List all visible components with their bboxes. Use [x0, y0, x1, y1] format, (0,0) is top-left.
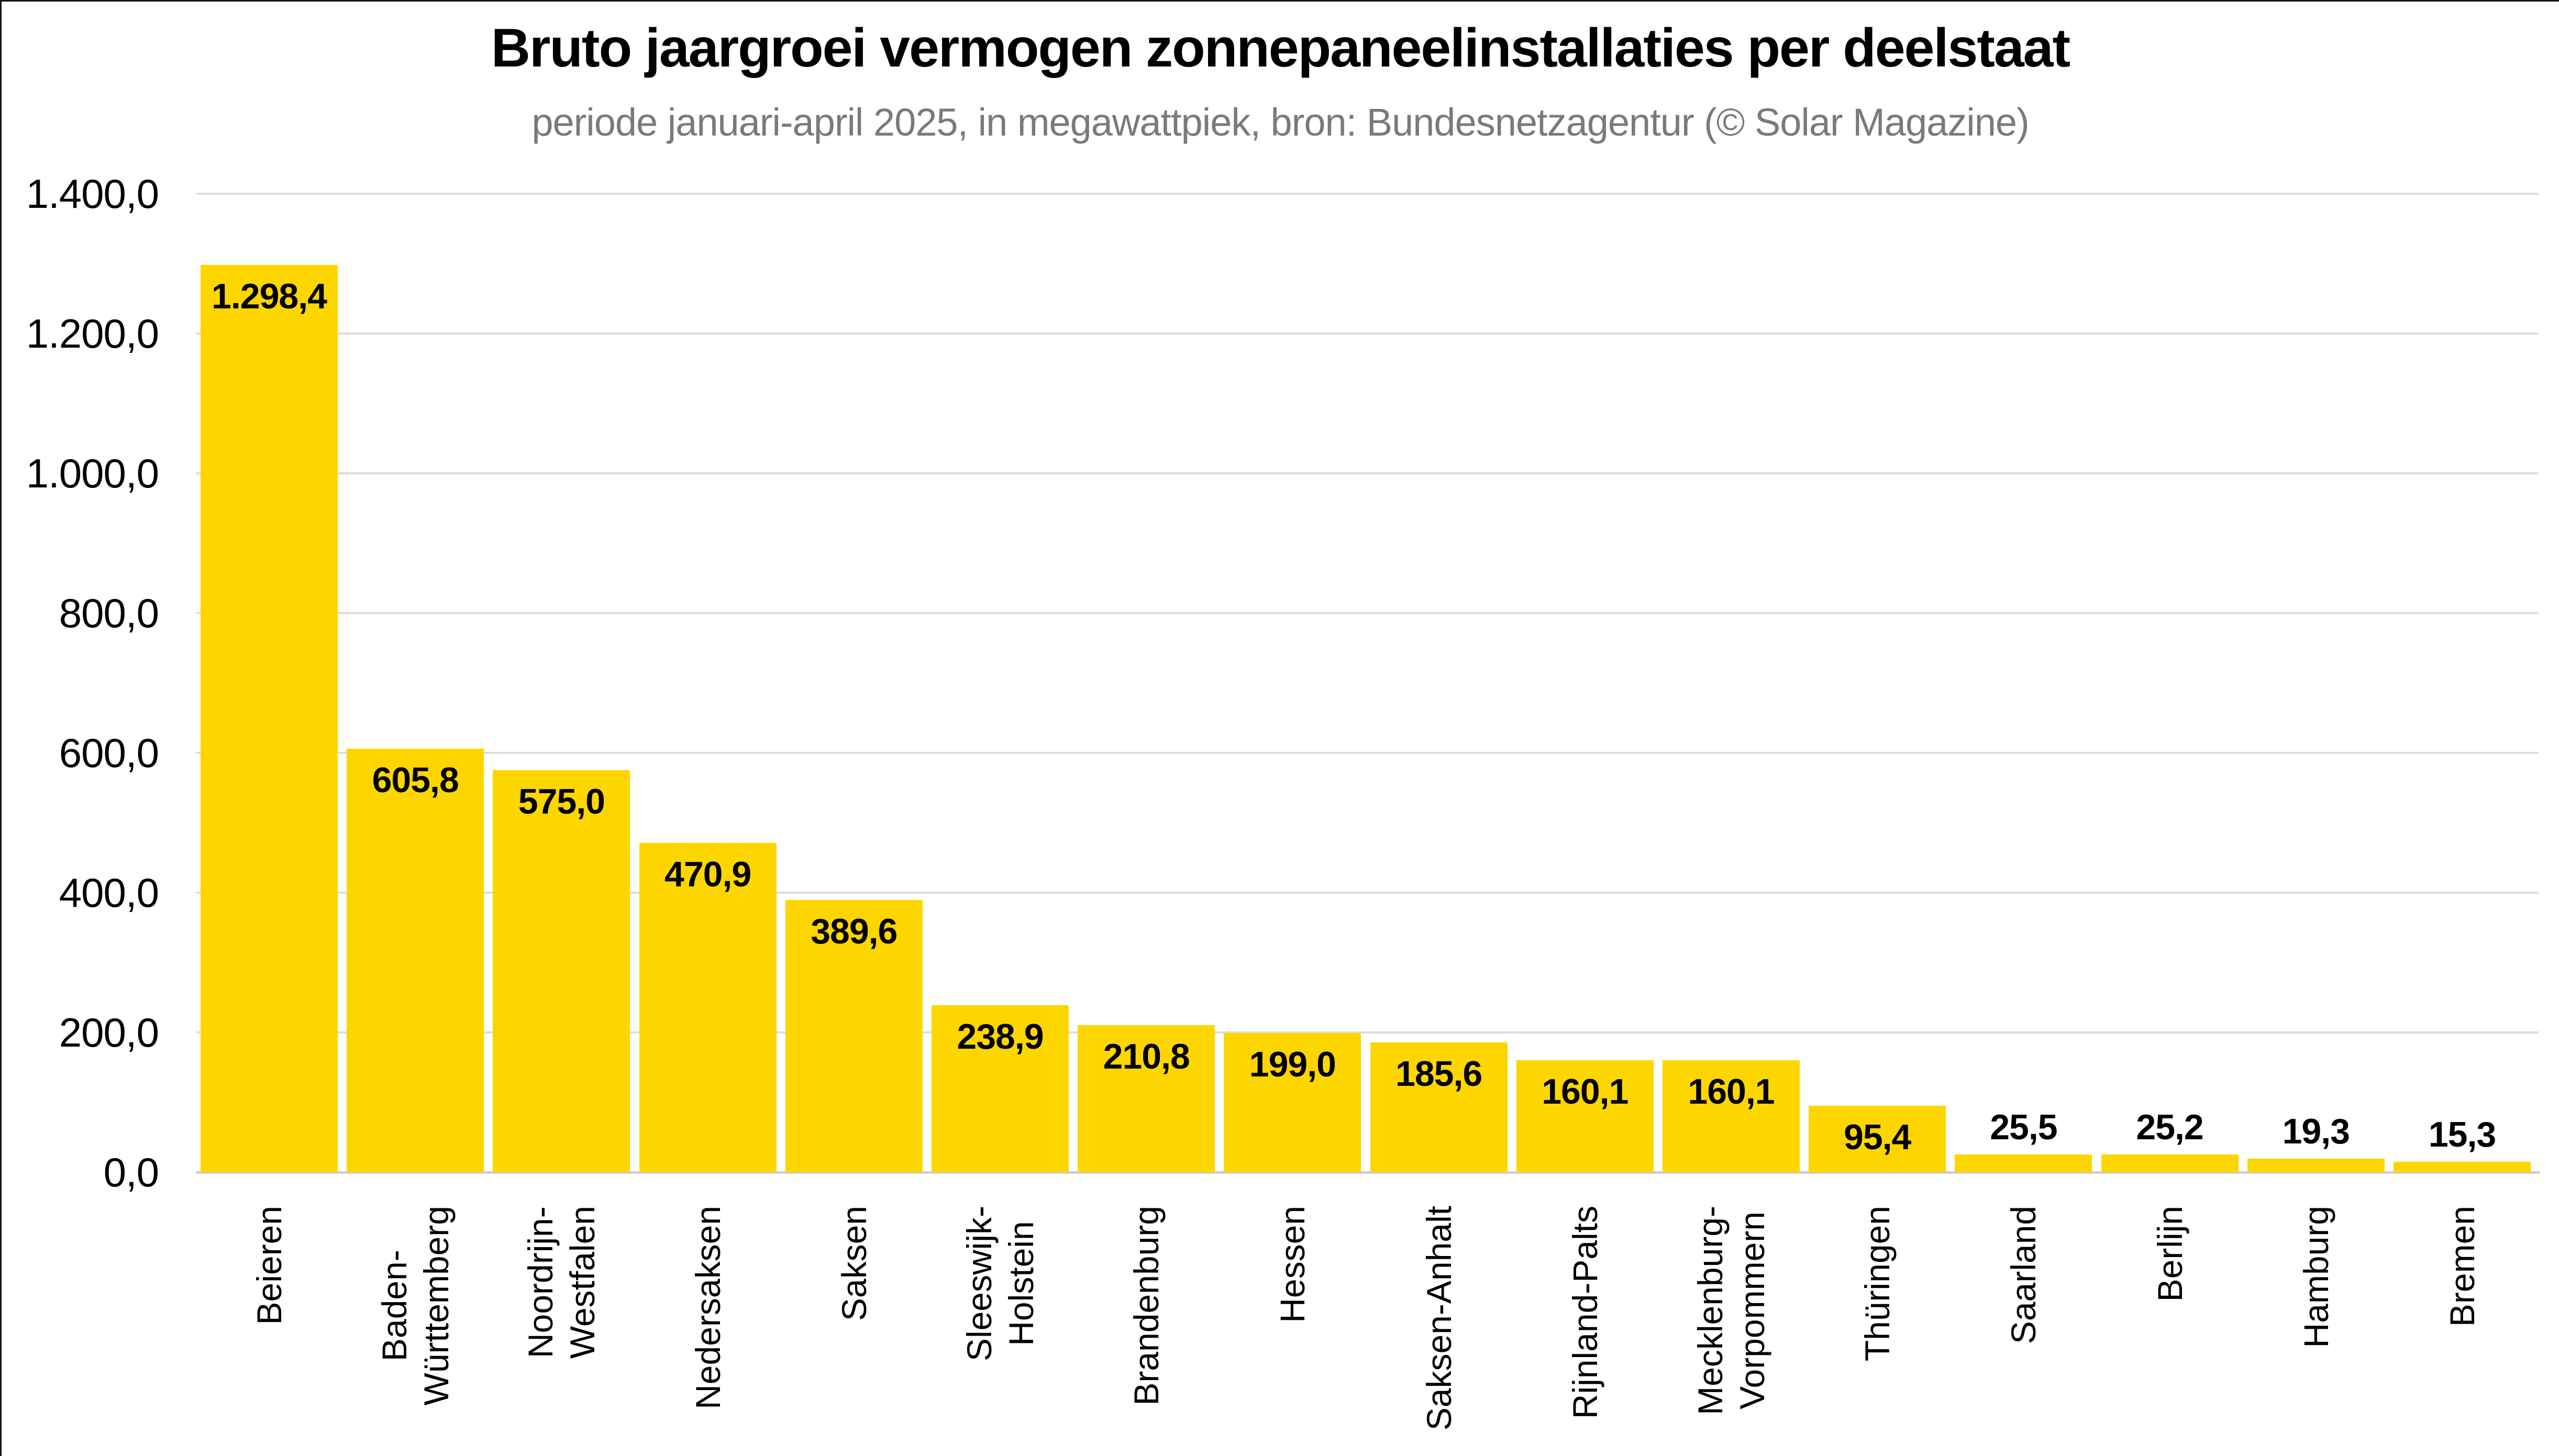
bar-value-label: 19,3 [2282, 1112, 2350, 1152]
bar-value-label: 25,2 [2136, 1107, 2203, 1148]
x-category-label: Bremen [2443, 1206, 2482, 1327]
y-tick-label: 1.000,0 [26, 450, 159, 496]
x-category-label: Nedersaksen [688, 1206, 727, 1409]
bar-Saksen [785, 899, 923, 1172]
x-category-label: Rijnland-Palts [1565, 1206, 1604, 1419]
y-gridline [196, 612, 2539, 614]
bar-Saarland [1955, 1154, 2092, 1172]
bar-Brandenburg [1078, 1025, 1215, 1172]
bar-Sleeswijk-Holstein [932, 1005, 1069, 1172]
y-tick-label: 0,0 [103, 1149, 159, 1195]
bar-value-label: 95,4 [1844, 1117, 1911, 1157]
bar-value-label: 210,8 [1103, 1036, 1190, 1076]
y-gridline [196, 193, 2539, 195]
x-category-label: Saksen [834, 1206, 873, 1321]
x-axis-line [196, 1171, 2540, 1174]
x-category-label: Beieren [250, 1206, 289, 1325]
chart-title: Bruto jaargroei vermogen zonnepaneelinst… [491, 18, 2070, 79]
x-category-label: Baden- Württemberg [375, 1206, 456, 1406]
y-gridline [196, 752, 2539, 754]
x-category-label: Saksen-Anhalt [1419, 1206, 1458, 1431]
bar-value-label: 1.298,4 [212, 276, 327, 316]
y-tick-label: 200,0 [59, 1009, 159, 1055]
y-tick-label: 400,0 [59, 870, 159, 916]
x-category-label: Brandenburg [1127, 1206, 1166, 1406]
y-tick-label: 800,0 [59, 590, 159, 636]
bar-Nedersaksen [639, 843, 777, 1172]
bar-Saksen-Anhalt [1370, 1042, 1508, 1172]
bar-Baden-Württemberg [347, 749, 484, 1172]
x-category-label: Mecklenburg- Vorpommern [1691, 1206, 1771, 1415]
bar-Noordrijn-Westfalen [493, 770, 630, 1172]
y-tick-label: 1.400,0 [26, 171, 159, 217]
bar-Beieren [201, 264, 338, 1172]
bar-value-label: 15,3 [2428, 1114, 2496, 1154]
bar-Rijnland-Palts [1516, 1060, 1654, 1172]
bar-Mecklenburg-Vorpommern [1663, 1060, 1800, 1172]
bar-Thüringen [1809, 1105, 1946, 1172]
y-tick-label: 600,0 [59, 730, 159, 776]
chart-subtitle: periode januari-april 2025, in megawattp… [531, 101, 2029, 144]
bar-value-label: 199,0 [1249, 1044, 1336, 1085]
bar-Hamburg [2247, 1159, 2385, 1172]
bar-value-label: 605,8 [372, 760, 459, 801]
bar-Hessen [1224, 1033, 1361, 1172]
bar-value-label: 25,5 [1990, 1107, 2057, 1147]
x-category-label: Hamburg [2296, 1206, 2335, 1348]
bar-Bremen [2394, 1161, 2531, 1172]
y-gridline [196, 472, 2539, 474]
bar-value-label: 185,6 [1395, 1054, 1482, 1094]
bar-value-label: 389,6 [811, 911, 898, 951]
bar-value-label: 575,0 [518, 782, 605, 822]
x-category-label: Noordrijn- Westfalen [521, 1206, 602, 1359]
bar-value-label: 160,1 [1688, 1072, 1775, 1112]
x-category-label: Sleeswijk- Holstein [960, 1206, 1040, 1362]
x-category-label: Saarland [2004, 1206, 2043, 1344]
bar-Berlijn [2101, 1154, 2239, 1172]
y-gridline [196, 892, 2539, 894]
y-tick-label: 1.200,0 [26, 310, 159, 357]
x-category-label: Berlijn [2150, 1206, 2189, 1302]
x-category-label: Thüringen [1858, 1206, 1897, 1362]
y-gridline [196, 1031, 2539, 1033]
y-gridline [196, 332, 2539, 335]
x-category-label: Hessen [1273, 1206, 1312, 1323]
bar-value-label: 160,1 [1542, 1072, 1629, 1112]
bar-value-label: 470,9 [664, 854, 751, 895]
bar-value-label: 238,9 [957, 1017, 1044, 1057]
